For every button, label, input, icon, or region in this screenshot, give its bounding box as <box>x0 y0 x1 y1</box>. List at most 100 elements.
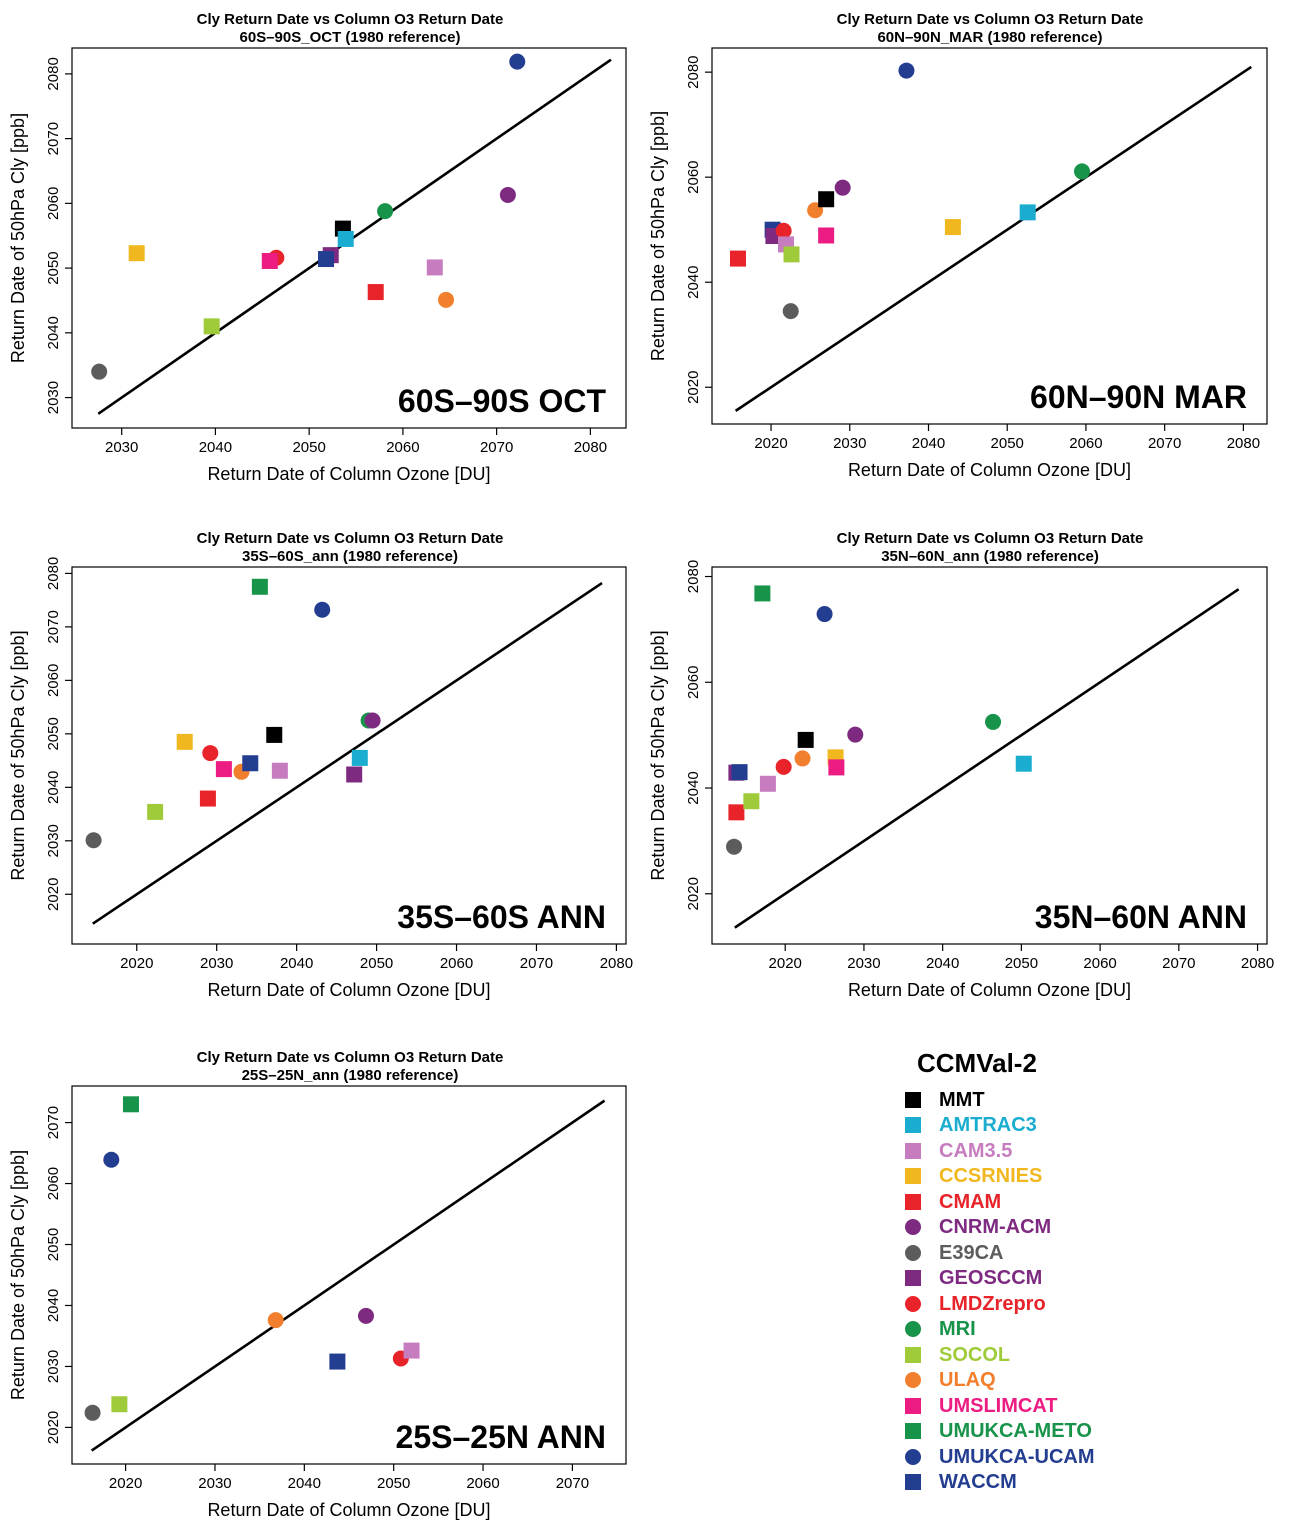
legend-entry: MMT <box>895 1087 1155 1113</box>
x-tick-label: 2080 <box>574 439 607 456</box>
y-tick-label: 2040 <box>685 266 702 299</box>
legend-entry: AMTRAC3 <box>895 1113 1155 1139</box>
square-marker-icon <box>905 1474 921 1491</box>
data-point-cmam <box>367 284 384 301</box>
data-point-cam3-5 <box>403 1342 420 1359</box>
chart-svg: Cly Return Date vs Column O3 Return Date… <box>8 11 627 484</box>
data-point-e39ca <box>91 363 108 380</box>
x-tick-label: 2040 <box>288 1475 321 1492</box>
data-point-e39ca <box>782 303 799 320</box>
x-tick-label: 2030 <box>105 439 138 456</box>
data-point-waccm <box>242 755 259 772</box>
chart-svg: Cly Return Date vs Column O3 Return Date… <box>648 530 1274 1000</box>
chart-title: Cly Return Date vs Column O3 Return Date <box>197 1049 504 1066</box>
y-tick-label: 2030 <box>45 824 62 857</box>
y-tick-label: 2020 <box>45 1411 62 1444</box>
chart-subtitle: 60S–90S_OCT (1980 reference) <box>240 29 461 46</box>
x-axis-label: Return Date of Column Ozone [DU] <box>207 1500 490 1520</box>
region-label: 60S–90S OCT <box>398 383 607 419</box>
data-point-waccm <box>329 1353 346 1370</box>
x-tick-label: 2060 <box>1083 955 1116 972</box>
data-point-amtrac3 <box>1019 204 1036 221</box>
x-tick-label: 2070 <box>1162 955 1195 972</box>
circle-marker-icon <box>905 1295 921 1312</box>
data-point-ulaq <box>267 1312 284 1329</box>
plot-frame <box>71 47 627 429</box>
circle-marker-icon <box>905 1448 921 1465</box>
plot-frame <box>71 566 627 945</box>
data-point-ccsrnies <box>176 733 193 750</box>
x-tick-label: 2050 <box>360 955 393 972</box>
x-tick-label: 2080 <box>1227 435 1260 452</box>
data-point-waccm <box>318 251 335 268</box>
x-tick-label: 2040 <box>280 955 313 972</box>
square-marker-icon <box>905 1397 921 1414</box>
x-tick-label: 2060 <box>386 439 419 456</box>
legend-entry: CMAM <box>895 1189 1155 1215</box>
square-marker-icon <box>905 1117 921 1134</box>
data-point-umukca-ucam <box>898 62 915 79</box>
data-point-amtrac3 <box>351 749 368 766</box>
plot-frame <box>71 1085 627 1465</box>
legend-label: CNRM-ACM <box>939 1216 1052 1239</box>
data-point-umslimcat <box>215 761 232 778</box>
one-to-one-line <box>90 1099 606 1452</box>
legend-entry: CCSRNIES <box>895 1164 1155 1190</box>
y-tick-label: 2020 <box>45 878 62 911</box>
x-tick-label: 2050 <box>1005 955 1038 972</box>
data-point-mmt <box>797 731 814 748</box>
x-tick-label: 2020 <box>109 1475 142 1492</box>
data-point-lmdzrepro <box>775 222 792 239</box>
legend-label: UMSLIMCAT <box>939 1394 1058 1417</box>
one-to-one-line <box>734 65 1252 412</box>
data-point-cmam <box>729 250 746 267</box>
data-point-ulaq <box>794 750 811 767</box>
y-axis-label: Return Date of 50hPa Cly [ppb] <box>8 630 28 880</box>
legend-label: AMTRAC3 <box>939 1114 1037 1137</box>
one-to-one-line <box>92 581 603 925</box>
x-tick-label: 2030 <box>847 955 880 972</box>
chart-svg: Cly Return Date vs Column O3 Return Date… <box>8 530 633 1000</box>
legend-entry: ULAQ <box>895 1368 1155 1394</box>
legend-label: MMT <box>939 1088 985 1111</box>
y-tick-label: 2050 <box>45 717 62 750</box>
legend-entry: CNRM-ACM <box>895 1215 1155 1241</box>
x-tick-label: 2080 <box>1241 955 1274 972</box>
x-tick-label: 2040 <box>926 955 959 972</box>
legend-label: UMUKCA-METO <box>939 1420 1092 1443</box>
data-point-waccm <box>731 764 748 781</box>
y-tick-label: 2080 <box>685 560 702 593</box>
data-point-umukca-meto <box>754 585 771 602</box>
data-point-mmt <box>266 726 283 743</box>
legend-entry: CAM3.5 <box>895 1138 1155 1164</box>
circle-marker-icon <box>905 1372 921 1389</box>
data-point-ulaq <box>438 291 455 308</box>
y-axis-label: Return Date of 50hPa Cly [ppb] <box>648 111 668 361</box>
data-point-lmdzrepro <box>775 758 792 775</box>
data-point-e39ca <box>85 832 102 849</box>
data-point-socol <box>743 793 760 810</box>
chart-title: Cly Return Date vs Column O3 Return Date <box>837 11 1144 28</box>
square-marker-icon <box>905 1091 921 1108</box>
x-tick-label: 2020 <box>769 955 802 972</box>
y-tick-label: 2070 <box>45 122 62 155</box>
data-point-umslimcat <box>818 227 835 244</box>
legend-label: LMDZrepro <box>939 1292 1046 1315</box>
data-point-umslimcat <box>261 252 278 269</box>
data-point-umukca-meto <box>122 1096 139 1113</box>
y-tick-label: 2060 <box>45 1167 62 1200</box>
data-point-umukca-meto <box>251 578 268 595</box>
legend-entry: UMSLIMCAT <box>895 1393 1155 1419</box>
chart-panel-35s-60s-ann: Cly Return Date vs Column O3 Return Date… <box>0 500 650 1020</box>
y-tick-label: 2040 <box>45 1289 62 1322</box>
y-tick-label: 2060 <box>45 187 62 220</box>
data-point-lmdzrepro <box>202 745 219 762</box>
square-marker-icon <box>905 1423 921 1440</box>
x-axis-label: Return Date of Column Ozone [DU] <box>207 980 490 1000</box>
x-tick-label: 2030 <box>200 955 233 972</box>
legend-entries: MMT AMTRAC3 CAM3.5 CCSRNIES CMAM CNRM-ACM E39C… <box>895 1087 1155 1495</box>
chart-panel-25s-25n-ann: Cly Return Date vs Column O3 Return Date… <box>0 1020 640 1521</box>
x-tick-label: 2070 <box>480 439 513 456</box>
chart-svg: Cly Return Date vs Column O3 Return Date… <box>648 11 1268 480</box>
x-tick-label: 2070 <box>520 955 553 972</box>
